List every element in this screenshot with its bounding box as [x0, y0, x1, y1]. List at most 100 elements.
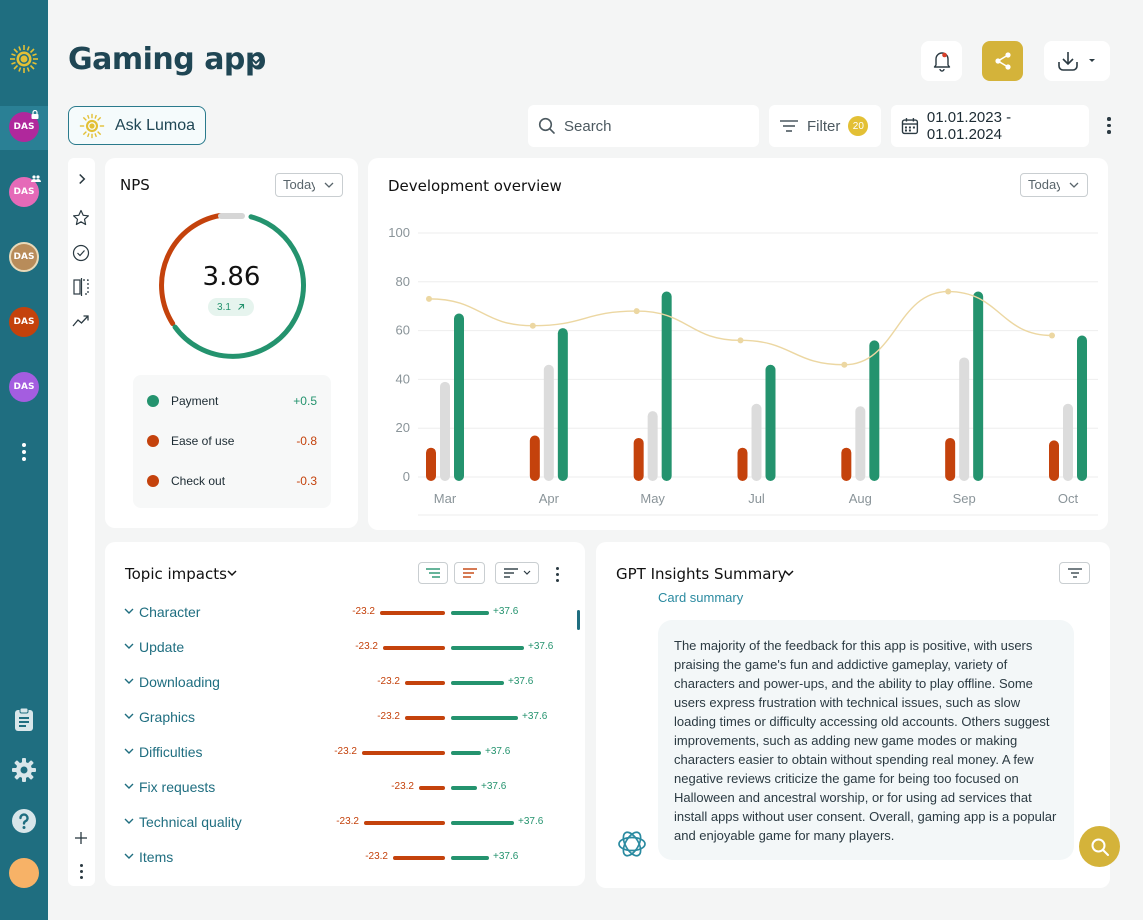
more-options-icon[interactable]	[556, 567, 560, 585]
gpt-insights-title: GPT Insights Summary	[616, 565, 787, 583]
bar[interactable]	[765, 364, 776, 481]
topic-row[interactable]: Graphics -23.2 +37.6	[124, 708, 574, 728]
chevron-down-icon	[523, 570, 531, 575]
bar[interactable]	[751, 403, 762, 481]
bar[interactable]	[426, 447, 436, 481]
chevron-down-icon[interactable]	[124, 713, 134, 720]
chevron-down-icon[interactable]	[248, 54, 264, 66]
check-circle-icon[interactable]	[72, 244, 90, 262]
trend-point[interactable]	[529, 322, 536, 329]
topic-label: Downloading	[139, 674, 220, 690]
topic-row[interactable]: Fix requests -23.2 +37.6	[124, 778, 574, 798]
legend-label: Payment	[171, 394, 219, 408]
x-tick-label: Jul	[748, 491, 765, 506]
bar[interactable]	[633, 437, 644, 481]
gpt-filter-button[interactable]	[1059, 562, 1090, 584]
chevron-down-icon[interactable]	[124, 643, 134, 650]
bar[interactable]	[737, 447, 748, 481]
topic-impacts-card	[105, 542, 585, 886]
chevron-down-icon[interactable]	[784, 570, 794, 577]
sort-options-dropdown[interactable]	[495, 562, 539, 584]
lumoa-sun-logo[interactable]	[9, 44, 39, 74]
chevron-down-icon[interactable]	[124, 783, 134, 790]
help-icon[interactable]	[11, 808, 37, 834]
workspace-avatar[interactable]: DAS	[9, 242, 39, 272]
chevron-down-icon	[1069, 182, 1079, 188]
trend-point[interactable]	[737, 337, 744, 344]
bar[interactable]	[945, 437, 956, 481]
chevron-down-icon[interactable]	[124, 748, 134, 755]
ask-lumoa-label: Ask Lumoa	[115, 116, 196, 134]
bar[interactable]	[1077, 335, 1087, 481]
topic-row[interactable]: Technical quality -23.2 +37.6	[124, 813, 574, 833]
filter-button[interactable]: Filter 20	[769, 105, 881, 147]
topic-row[interactable]: Downloading -23.2 +37.6	[124, 673, 574, 693]
nps-score: 3.86	[202, 262, 261, 292]
bar[interactable]	[1063, 403, 1073, 481]
notifications-button[interactable]	[921, 41, 962, 81]
trend-point[interactable]	[945, 288, 952, 295]
search-icon	[538, 117, 555, 134]
sort-positive-button[interactable]	[418, 562, 448, 584]
trend-point[interactable]	[633, 308, 640, 315]
topic-row[interactable]: Update -23.2 +37.6	[124, 638, 574, 658]
topic-negative-value: -23.2	[334, 746, 357, 757]
bar[interactable]	[855, 406, 866, 481]
search-input[interactable]: Search	[528, 105, 759, 147]
topic-positive-value: +37.6	[518, 816, 544, 827]
add-icon[interactable]	[72, 829, 90, 847]
compare-icon[interactable]	[72, 278, 90, 296]
share-button[interactable]	[982, 41, 1023, 81]
clipboard-icon[interactable]	[11, 707, 37, 733]
topic-positive-bar	[451, 611, 489, 615]
filter-icon	[1067, 568, 1082, 578]
bar[interactable]	[973, 291, 984, 481]
trend-point[interactable]	[426, 295, 432, 302]
more-workspaces-icon[interactable]	[22, 443, 26, 464]
dashboard-tools-sidebar	[68, 158, 95, 886]
more-options-icon[interactable]	[80, 864, 84, 882]
chevron-down-icon[interactable]	[124, 678, 134, 685]
bar[interactable]	[440, 381, 450, 481]
star-icon[interactable]	[72, 209, 90, 227]
workspace-avatar[interactable]: DAS	[9, 372, 39, 402]
lock-icon	[31, 110, 39, 119]
ask-lumoa-button[interactable]: Ask Lumoa	[68, 106, 206, 145]
chevron-down-icon[interactable]	[124, 853, 134, 860]
chevron-down-icon[interactable]	[227, 570, 237, 577]
chevron-down-icon[interactable]	[124, 818, 134, 825]
trend-point[interactable]	[1049, 332, 1055, 339]
bar[interactable]	[841, 447, 852, 481]
topic-row[interactable]: Items -23.2 +37.6	[124, 848, 574, 868]
sort-negative-button[interactable]	[454, 562, 485, 584]
bar[interactable]	[557, 328, 568, 481]
bar[interactable]	[869, 340, 880, 481]
expand-icon[interactable]	[73, 170, 91, 188]
gear-icon[interactable]	[11, 757, 37, 783]
bar[interactable]	[454, 313, 464, 481]
search-fab-button[interactable]	[1079, 826, 1120, 867]
user-avatar[interactable]	[9, 858, 39, 888]
topic-row[interactable]: Difficulties -23.2 +37.6	[124, 743, 574, 763]
topic-impacts-title: Topic impacts	[125, 565, 227, 583]
trend-point[interactable]	[841, 361, 848, 368]
topic-row[interactable]: Character -23.2 +37.6	[124, 603, 574, 623]
date-range-picker[interactable]: 01.01.2023 - 01.01.2024	[891, 105, 1089, 147]
topic-list-scrollbar[interactable]	[577, 610, 580, 630]
nps-period-select[interactable]: Today	[275, 173, 343, 197]
dev-period-select[interactable]: Today	[1020, 173, 1088, 197]
topic-negative-value: -23.2	[355, 641, 378, 652]
bar[interactable]	[647, 411, 658, 481]
x-tick-label: May	[640, 491, 665, 506]
topic-negative-bar	[405, 681, 445, 685]
download-dropdown[interactable]	[1044, 41, 1110, 81]
chevron-down-icon[interactable]	[124, 608, 134, 615]
bar[interactable]	[1049, 440, 1059, 481]
more-options-icon[interactable]	[1107, 117, 1111, 137]
bar[interactable]	[661, 291, 672, 481]
bar[interactable]	[543, 364, 554, 481]
bar[interactable]	[959, 357, 970, 481]
bar[interactable]	[529, 435, 540, 481]
trend-icon[interactable]	[72, 312, 90, 330]
workspace-avatar[interactable]: DAS	[9, 307, 39, 337]
